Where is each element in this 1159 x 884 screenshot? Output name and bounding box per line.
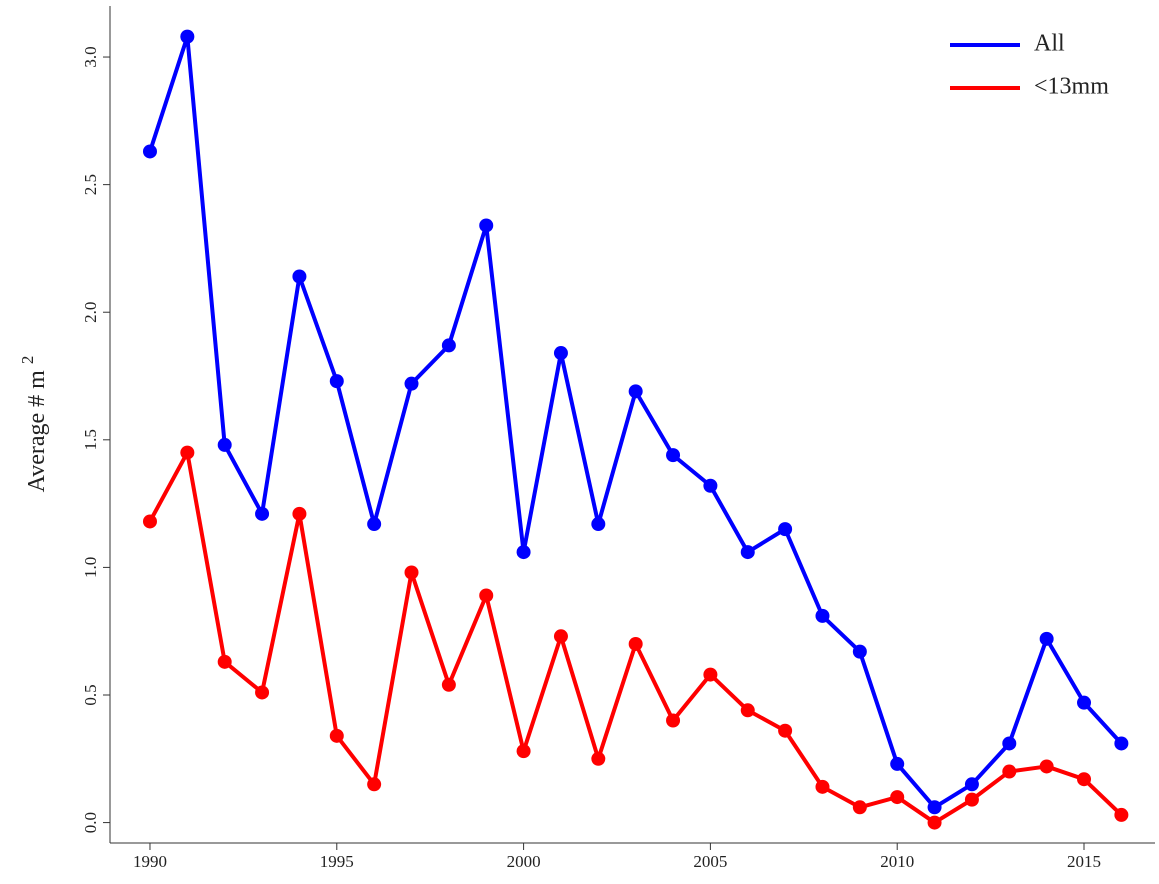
data-point (553, 629, 568, 644)
data-point (553, 346, 568, 361)
x-tick-label: 1990 (133, 852, 167, 871)
data-point (964, 777, 979, 792)
data-point (329, 728, 344, 743)
data-point (591, 751, 606, 766)
series-line (148, 34, 1123, 810)
data-point (1039, 631, 1054, 646)
data-point (516, 545, 531, 560)
data-point (666, 713, 681, 728)
y-axis-label-text: Average # m (24, 370, 50, 493)
data-point (740, 703, 755, 718)
data-point (1114, 736, 1129, 751)
y-tick-label: 0.0 (81, 812, 100, 833)
legend-label: All (1034, 31, 1065, 57)
data-point (927, 800, 942, 815)
y-tick-label: 1.5 (81, 429, 100, 450)
data-point (1002, 736, 1017, 751)
x-tick-label: 2005 (693, 852, 727, 871)
data-point (180, 29, 195, 44)
data-point (255, 685, 270, 700)
data-point (1114, 807, 1129, 822)
data-point (142, 144, 157, 159)
data-point (367, 777, 382, 792)
data-point (255, 506, 270, 521)
data-point (479, 218, 494, 233)
data-point (180, 445, 195, 460)
data-point (628, 636, 643, 651)
y-axis-label-superscript: 2 (18, 356, 37, 365)
legend-label: <13mm (1034, 74, 1109, 100)
data-point (1077, 695, 1092, 710)
y-tick-label: 3.0 (81, 46, 100, 67)
data-point (890, 756, 905, 771)
x-tick-label: 2000 (507, 852, 541, 871)
y-tick-label: 2.0 (81, 302, 100, 323)
data-point (367, 517, 382, 532)
data-point (890, 790, 905, 805)
data-point (703, 667, 718, 682)
data-point (666, 448, 681, 463)
data-point (1002, 764, 1017, 779)
data-point (142, 514, 157, 529)
data-point (852, 644, 867, 659)
data-point (778, 522, 793, 537)
y-tick-label: 1.0 (81, 557, 100, 578)
y-axis-label: Average # m 2 (18, 356, 50, 493)
data-point (516, 744, 531, 759)
data-point (292, 269, 307, 284)
data-point (964, 792, 979, 807)
data-point (778, 723, 793, 738)
x-tick-label: 2015 (1067, 852, 1101, 871)
data-point (404, 565, 419, 580)
x-tick-label: 1995 (320, 852, 354, 871)
data-point (479, 588, 494, 603)
data-point (1039, 759, 1054, 774)
x-tick-label: 2010 (880, 852, 914, 871)
data-point (703, 478, 718, 493)
data-point (591, 517, 606, 532)
data-point (217, 437, 232, 452)
data-point (852, 800, 867, 815)
data-point (329, 374, 344, 389)
data-point (927, 815, 942, 830)
data-point (441, 677, 456, 692)
y-tick-label: 2.5 (81, 174, 100, 195)
data-point (815, 608, 830, 623)
data-point (217, 654, 232, 669)
data-point (1077, 772, 1092, 787)
data-point (404, 376, 419, 391)
y-tick-label: 0.5 (81, 684, 100, 705)
data-point (292, 506, 307, 521)
data-point (441, 338, 456, 353)
data-point (815, 779, 830, 794)
data-point (628, 384, 643, 399)
data-point (740, 545, 755, 560)
